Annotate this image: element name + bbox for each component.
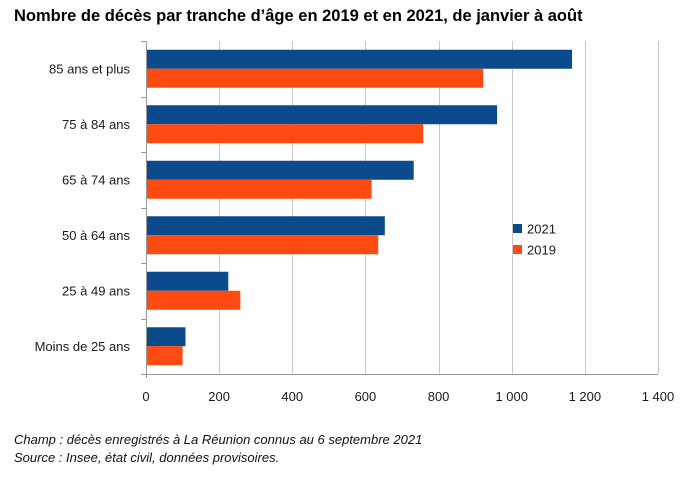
bar-2021 (147, 160, 414, 180)
bar-2019 (147, 179, 372, 199)
y-tick-label: 65 à 74 ans (62, 172, 130, 187)
legend-swatch-2019 (513, 245, 522, 254)
x-tick-label: 800 (428, 389, 450, 404)
bar-2019 (147, 235, 379, 255)
y-tick-label: 50 à 64 ans (62, 228, 130, 243)
x-tick-label: 1 200 (569, 389, 602, 404)
bar-2019 (147, 290, 241, 310)
legend-label-2021: 2021 (527, 222, 556, 237)
legend-swatch-2021 (513, 224, 522, 233)
y-tick-label: Moins de 25 ans (35, 339, 131, 354)
bar-2021 (147, 327, 186, 347)
x-tick-label: 600 (355, 389, 377, 404)
footnote-champ: Champ : décès enregistrés à La Réunion c… (14, 432, 423, 447)
footnote-source: Source : Insee, état civil, données prov… (14, 450, 280, 465)
x-tick-label: 200 (208, 389, 230, 404)
y-tick-label: 25 à 49 ans (62, 283, 130, 298)
x-tick-label: 1 400 (642, 389, 675, 404)
bar-chart: 0 200 400 600 800 1 000 1 200 1 400 85 ans et pl… (35, 41, 675, 404)
x-tick-label: 0 (142, 389, 149, 404)
x-tick-label: 400 (281, 389, 303, 404)
chart-title: Nombre de décès par tranche d’âge en 201… (14, 7, 583, 25)
y-tick-label: 75 à 84 ans (62, 117, 130, 132)
bar-2019 (147, 68, 484, 88)
x-tick-label: 1 000 (495, 389, 528, 404)
bar-2021 (147, 105, 498, 125)
bar-2021 (147, 216, 385, 236)
bar-2021 (147, 49, 573, 69)
bar-2019 (147, 346, 183, 366)
legend-label-2019: 2019 (527, 243, 556, 258)
y-tick-label: 85 ans et plus (49, 61, 130, 76)
bar-2021 (147, 271, 229, 291)
bar-2019 (147, 124, 424, 144)
